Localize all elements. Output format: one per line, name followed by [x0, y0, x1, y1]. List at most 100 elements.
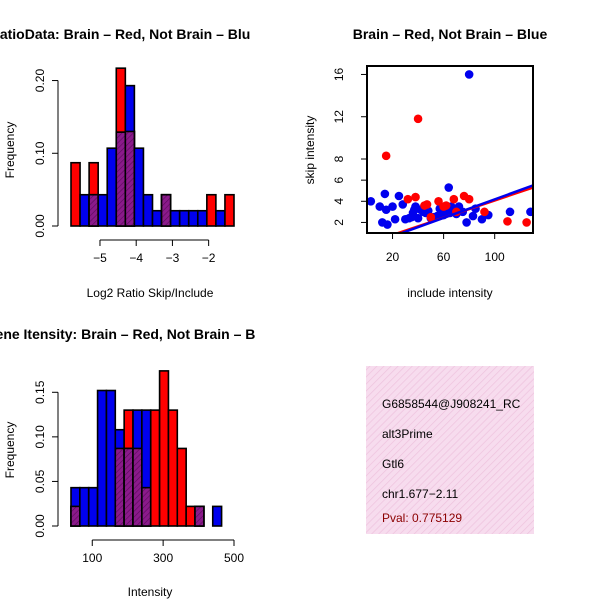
- gene-histogram-bar-overlap: [141, 486, 152, 527]
- ratio-histogram-bar-overlap: [124, 130, 136, 227]
- ratio-histogram-bar-not-brain: [178, 209, 190, 227]
- ratio-histogram-bars: [70, 67, 235, 227]
- scatter-point-not-brain: [375, 202, 385, 211]
- gene-histogram-xlabel: Intensity: [128, 585, 173, 599]
- ratio-histogram-bar-overlap: [160, 193, 172, 227]
- gene-intensity-histogram-panel: Gene Itensity: Brain – Red, Not Brain – …: [0, 326, 255, 599]
- scatter-point-not-brain: [367, 196, 376, 206]
- ratio-histogram-bar-overlap: [88, 193, 99, 227]
- info-event-type: alt3Prime: [382, 427, 433, 441]
- gene-histogram-bar-not-brain: [105, 389, 117, 527]
- gene-histogram-ylabel: Frequency: [3, 422, 17, 479]
- ratio-histogram-x-tick-label: −3: [166, 251, 180, 265]
- ratio-histogram-bar-brain: [224, 193, 235, 227]
- ratio-histogram-bar-not-brain: [142, 193, 154, 227]
- scatter-x-tick-label: 60: [437, 250, 451, 264]
- scatter-point-not-brain: [398, 200, 408, 209]
- scatter-point-brain: [480, 207, 489, 217]
- gene-histogram-y-tick-label: 0.10: [33, 425, 47, 449]
- ratio-histogram-bar-not-brain: [133, 147, 145, 227]
- ratio-histogram-y-tick-label: 0.10: [33, 141, 47, 165]
- intensity-scatter-panel: Brain – Red, Not Brain – Blue 20 60 100 2 4 6…: [303, 26, 547, 300]
- ratio-histogram-xlabel: Log2 Ratio Skip/Include: [87, 286, 214, 300]
- scatter-y-tick-label: 2: [332, 219, 346, 226]
- ratio-histogram-bar-not-brain: [106, 147, 118, 227]
- gene-histogram-bar-overlap: [194, 505, 205, 527]
- gene-histogram-bar-not-brain: [87, 486, 99, 527]
- info-panel: G6858544@J908241_RC alt3Prime Gtl6 chr1.…: [366, 366, 534, 534]
- ratio-histogram-axes: −5 −4 −3 −2 0.00 0.10 0.20: [33, 69, 216, 265]
- ratio-histogram-x-tick-label: −5: [93, 251, 107, 265]
- ratio-histogram-y-tick-label: 0.00: [33, 214, 47, 238]
- scatter-xlabel: include intensity: [407, 286, 492, 300]
- scatter-x-tick-label: 20: [386, 250, 400, 264]
- gene-histogram-axes: 100 300 500 0.00 0.05 0.10 0.15: [33, 380, 244, 565]
- ratio-histogram-panel: RatioData: Brain – Red, Not Brain – Blu …: [0, 26, 250, 300]
- scatter-y-tick-label: 12: [332, 110, 346, 124]
- scatter-point-brain: [522, 218, 531, 227]
- scatter-point-not-brain: [380, 189, 390, 199]
- scatter-marks: [367, 70, 533, 233]
- gene-histogram-bar-not-brain: [211, 505, 223, 527]
- ratio-histogram-bar-not-brain: [79, 193, 90, 227]
- scatter-point-brain: [411, 192, 420, 202]
- scatter-point-not-brain: [390, 214, 400, 224]
- gene-histogram-x-tick-label: 300: [153, 551, 173, 565]
- scatter-y-tick-label: 4: [332, 198, 346, 205]
- scatter-point-brain: [381, 151, 391, 161]
- scatter-fit-line-not-brain: [398, 184, 533, 233]
- scatter-point-brain: [464, 194, 474, 204]
- ratio-histogram-title: RatioData: Brain – Red, Not Brain – Blu: [0, 26, 250, 42]
- info-probe-id: G6858544@J908241_RC: [382, 397, 521, 411]
- ratio-histogram-bar-not-brain: [97, 193, 109, 227]
- scatter-y-tick-label: 6: [332, 176, 346, 183]
- scatter-y-tick-label: 8: [332, 155, 346, 162]
- ratio-histogram-y-tick-label: 0.20: [33, 69, 47, 93]
- scatter-point-brain: [426, 212, 436, 222]
- ratio-histogram-bar-not-brain: [215, 209, 226, 227]
- gene-histogram-bar-not-brain: [96, 389, 108, 527]
- gene-histogram-x-tick-label: 100: [82, 551, 102, 565]
- scatter-point-not-brain: [464, 70, 474, 79]
- scatter-point-brain: [403, 194, 413, 204]
- scatter-point-brain: [434, 196, 443, 206]
- scatter-point-brain: [422, 200, 432, 209]
- scatter-plot-area: 20 60 100 2 4 6 8 12 16: [332, 65, 534, 264]
- scatter-point-not-brain: [462, 218, 471, 227]
- scatter-point-brain: [413, 114, 423, 124]
- scatter-point-not-brain: [444, 183, 454, 192]
- gene-histogram-y-tick-label: 0.15: [33, 380, 47, 404]
- scatter-point-not-brain: [383, 220, 392, 229]
- gene-histogram-bar-brain: [158, 370, 170, 527]
- gene-histogram-bar-brain: [176, 447, 187, 527]
- gene-histogram-bar-overlap: [132, 447, 143, 527]
- info-pval: Pval: 0.775129: [382, 511, 462, 525]
- ratio-histogram-bar-brain: [70, 161, 81, 227]
- info-location: chr1.677−2.11: [382, 487, 458, 501]
- ratio-histogram-bar-not-brain: [169, 209, 181, 227]
- info-gene-name: Gtl6: [382, 457, 404, 471]
- gene-histogram-bar-brain: [167, 409, 179, 527]
- gene-histogram-bar-brain: [185, 505, 196, 527]
- gene-histogram-bar-overlap: [70, 505, 81, 527]
- gene-histogram-y-tick-label: 0.05: [33, 469, 47, 493]
- scatter-point-not-brain: [477, 214, 487, 224]
- ratio-histogram-bar-not-brain: [196, 209, 208, 227]
- scatter-title: Brain – Red, Not Brain – Blue: [353, 26, 548, 42]
- gene-histogram-x-tick-label: 500: [224, 551, 244, 565]
- ratio-histogram-bar-not-brain: [151, 209, 163, 227]
- gene-histogram-bars: [70, 370, 223, 527]
- scatter-point-not-brain: [388, 202, 397, 211]
- gene-histogram-bar-brain: [149, 409, 161, 527]
- scatter-point-brain: [503, 217, 512, 226]
- scatter-point-not-brain: [394, 191, 404, 201]
- scatter-point-not-brain: [505, 207, 515, 217]
- scatter-point-not-brain: [381, 205, 391, 215]
- scatter-ylabel: skip intensity: [303, 116, 317, 185]
- scatter-point-brain: [441, 201, 451, 210]
- ratio-histogram-x-tick-label: −2: [202, 251, 216, 265]
- scatter-y-tick-label: 16: [332, 67, 346, 81]
- gene-histogram-bar-not-brain: [79, 486, 90, 527]
- scatter-point-brain: [449, 194, 459, 204]
